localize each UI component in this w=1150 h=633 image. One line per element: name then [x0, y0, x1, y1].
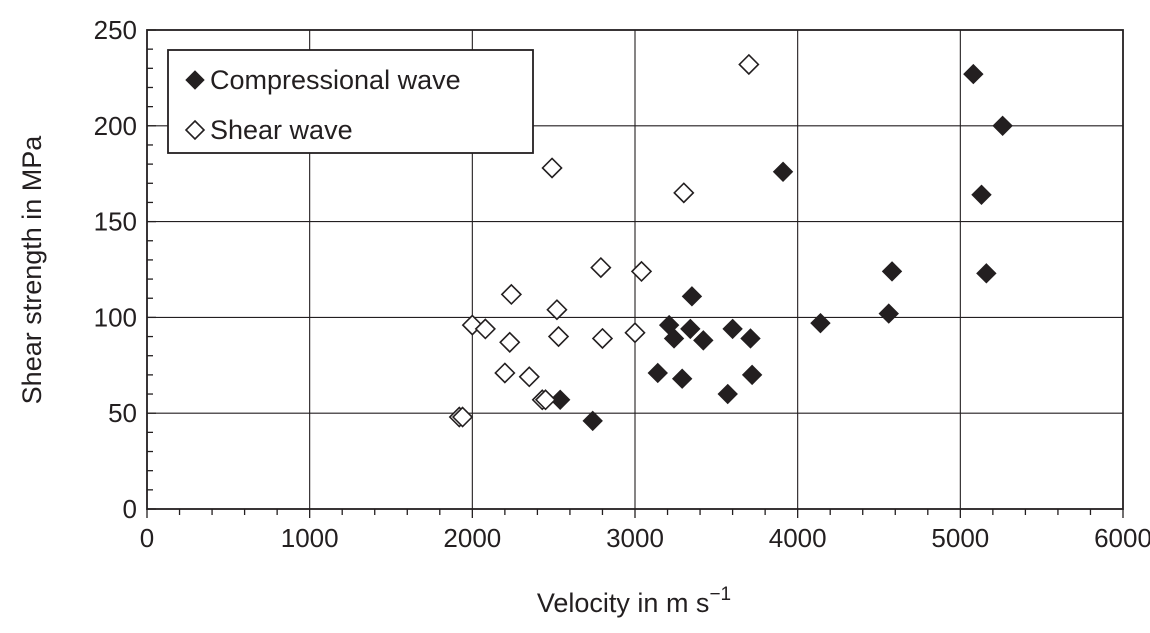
- x-tick-label: 6000: [1094, 523, 1150, 553]
- compressional-wave-point: [971, 184, 992, 205]
- shear-wave-point: [547, 325, 570, 348]
- y-tick-label: 0: [123, 494, 137, 524]
- x-axis-title: Velocity in m s−1: [537, 584, 731, 618]
- shear-wave-point: [590, 256, 612, 279]
- shear-wave-point: [494, 362, 516, 384]
- compressional-wave-point: [663, 328, 685, 349]
- y-tick-label: 150: [94, 207, 137, 237]
- minor-ticks: [146, 29, 1124, 518]
- y-tick-label: 50: [108, 398, 137, 428]
- compressional-wave-point: [671, 368, 693, 389]
- x-tick-label: 2000: [443, 523, 501, 553]
- x-tick-label: 4000: [769, 523, 827, 553]
- legend-label-compressional-wave: Compressional wave: [210, 65, 461, 95]
- compressional-wave-point: [881, 261, 903, 282]
- compressional-wave-point: [772, 161, 794, 182]
- compressional-wave-point: [878, 303, 899, 324]
- compressional-wave-point: [810, 312, 831, 334]
- x-tick-label: 0: [140, 523, 154, 553]
- compressional-wave-point: [717, 383, 738, 405]
- compressional-wave-point: [680, 318, 701, 340]
- x-tick-label: 3000: [606, 523, 664, 553]
- y-tick-label: 200: [94, 111, 137, 141]
- shear-wave-point: [673, 182, 695, 204]
- x-tick-label: 5000: [931, 523, 989, 553]
- x-axis-title-main: Velocity in m s: [537, 588, 710, 618]
- legend-label-shear-wave: Shear wave: [210, 115, 353, 145]
- compressional-wave-point: [722, 318, 743, 340]
- y-tick-label: 250: [94, 15, 137, 45]
- compressional-wave-point: [741, 364, 763, 386]
- data-points: [448, 53, 1013, 432]
- shear-wave-point: [541, 157, 563, 179]
- compressional-wave-point: [976, 263, 997, 284]
- y-tick-label: 100: [94, 302, 137, 332]
- shear-wave-point: [474, 318, 496, 340]
- compressional-wave-point: [740, 328, 761, 349]
- legend: Compressional wave Shear wave: [167, 49, 534, 154]
- x-tick-labels: 0 1000 2000 3000 4000 5000 6000: [140, 523, 1150, 553]
- shear-wave-point: [500, 283, 523, 306]
- shear-wave-point: [518, 366, 540, 388]
- shear-wave-point: [630, 260, 653, 283]
- legend-marker-shear-wave: [184, 119, 206, 141]
- shear-wave-point: [738, 53, 760, 76]
- compressional-wave-point: [549, 389, 571, 410]
- legend-marker-compressional-wave: [185, 70, 205, 90]
- shear-wave-point: [546, 299, 568, 321]
- compressional-wave-point: [992, 115, 1013, 137]
- compressional-wave-point: [681, 286, 703, 307]
- legend-box: [167, 49, 534, 154]
- shear-wave-point: [451, 406, 474, 428]
- compressional-wave-point: [582, 410, 603, 432]
- y-tick-labels: 0 50 100 150 200 250: [94, 15, 137, 524]
- x-axis-title-superscript: −1: [709, 584, 731, 605]
- compressional-wave-point: [693, 330, 714, 351]
- x-tick-label: 1000: [281, 523, 339, 553]
- shear-wave-point: [591, 327, 614, 350]
- shear-wave-point: [499, 331, 521, 353]
- shear-wave-point: [534, 389, 557, 411]
- compressional-wave-point: [963, 63, 984, 85]
- compressional-wave-point: [647, 362, 668, 384]
- y-axis-title: Shear strength in MPa: [17, 135, 47, 405]
- shear-wave-point: [624, 322, 646, 344]
